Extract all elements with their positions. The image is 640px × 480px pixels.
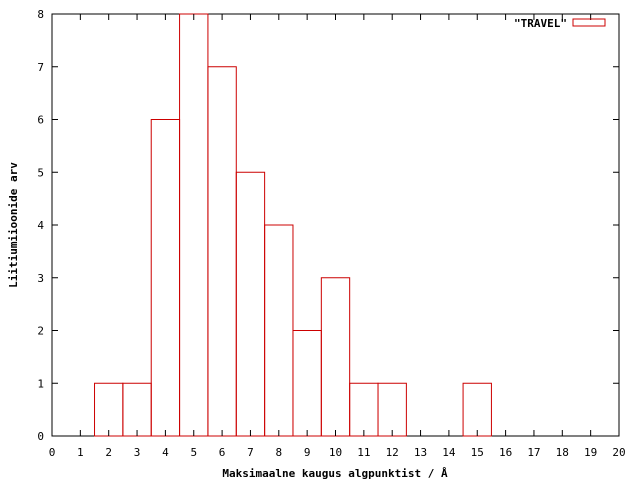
- bar: [349, 382, 379, 437]
- y-tick-label: 7: [37, 61, 44, 74]
- bar: [150, 119, 181, 437]
- plot-frame: [51, 13, 620, 437]
- bar: [94, 382, 124, 437]
- x-tick-label: 7: [247, 446, 254, 459]
- y-tick-label: 5: [37, 166, 44, 179]
- y-tick-label: 6: [37, 114, 44, 127]
- bar: [122, 382, 152, 437]
- bar: [264, 224, 294, 437]
- bar: [462, 382, 492, 437]
- x-tick-label: 4: [162, 446, 169, 459]
- y-axis-ticks: 0 1 2 3 4 5 6 7 8: [37, 8, 619, 443]
- y-tick-label: 1: [37, 377, 44, 390]
- x-tick-label: 16: [499, 446, 512, 459]
- x-tick-label: 5: [190, 446, 197, 459]
- bar: [207, 66, 237, 437]
- x-tick-label: 19: [584, 446, 597, 459]
- legend-swatch: [572, 18, 606, 27]
- bar: [377, 382, 407, 437]
- x-tick-label: 13: [414, 446, 427, 459]
- y-axis-label: Liitiumiioonide arv: [7, 162, 20, 288]
- x-tick-label: 15: [471, 446, 484, 459]
- x-tick-label: 9: [304, 446, 311, 459]
- x-tick-label: 17: [527, 446, 540, 459]
- x-tick-label: 1: [77, 446, 84, 459]
- x-axis-label: Maksimaalne kaugus algpunktist / Å: [222, 467, 448, 480]
- x-tick-label: 2: [105, 446, 112, 459]
- x-tick-label: 12: [386, 446, 399, 459]
- bar: [292, 330, 322, 437]
- legend-label: "TRAVEL": [514, 17, 567, 30]
- legend: "TRAVEL": [514, 17, 606, 30]
- x-tick-label: 10: [329, 446, 342, 459]
- x-tick-label: 20: [612, 446, 625, 459]
- y-tick-label: 2: [37, 325, 44, 338]
- x-axis-ticks: 0 1 2 3 4 5 6 7 8 9 10 11 12 13 14 15 16 17 18 19 20: [49, 14, 626, 459]
- x-tick-label: 11: [357, 446, 370, 459]
- y-tick-label: 4: [37, 219, 44, 232]
- x-tick-label: 3: [134, 446, 141, 459]
- x-tick-label: 0: [49, 446, 56, 459]
- y-tick-label: 8: [37, 8, 44, 21]
- x-tick-label: 18: [556, 446, 569, 459]
- x-tick-label: 8: [275, 446, 282, 459]
- bar: [235, 171, 266, 437]
- y-tick-label: 0: [37, 430, 44, 443]
- x-tick-label: 14: [442, 446, 456, 459]
- x-tick-label: 6: [219, 446, 226, 459]
- bars: [94, 13, 492, 437]
- y-tick-label: 3: [37, 272, 44, 285]
- bar: [179, 13, 209, 437]
- bar: [320, 277, 351, 437]
